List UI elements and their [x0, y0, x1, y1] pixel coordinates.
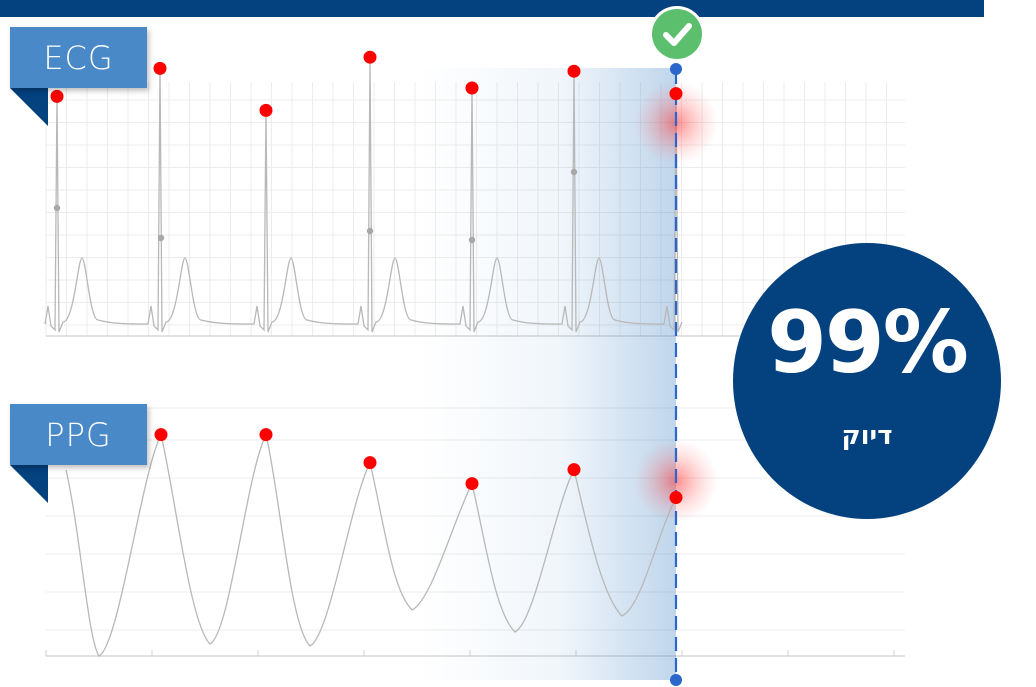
ecg-gray-dot	[570, 168, 578, 176]
ecg-label-fold	[10, 88, 48, 126]
ppg-peak-marker	[669, 491, 683, 505]
ppg-peak-marker	[259, 428, 273, 442]
ecg-gray-dot	[53, 204, 61, 212]
ecg-gray-dot	[468, 236, 476, 244]
ecg-peak-marker	[567, 64, 581, 78]
ecg-peak-markers	[50, 50, 683, 117]
ppg-label-fold	[10, 465, 48, 503]
ecg-gray-dot	[366, 227, 374, 235]
ppg-trace	[65, 432, 677, 657]
sweep-highlight	[420, 68, 676, 680]
time-cursor-top-handle[interactable]	[670, 63, 682, 75]
ecg-peak-marker	[153, 61, 167, 75]
ecg-peak-marker	[50, 89, 64, 103]
time-cursor-bottom-handle[interactable]	[670, 674, 682, 686]
accuracy-label: דיוק	[841, 421, 893, 451]
ppg-peak-marker	[363, 456, 377, 470]
ecg-peak-marker	[363, 50, 377, 64]
ecg-peak-marker	[259, 103, 273, 117]
ecg-gray-dots	[53, 168, 578, 244]
accuracy-value: 99%	[767, 293, 969, 393]
ppg-peak-marker	[465, 477, 479, 491]
top-bar	[0, 0, 984, 17]
ppg-peak-marker	[154, 428, 168, 442]
ecg-gray-dot	[157, 234, 165, 242]
check-circle-icon	[663, 23, 692, 46]
check-badge	[652, 9, 702, 59]
ecg-label: ECG	[10, 27, 147, 88]
ecg-peak-marker	[669, 87, 683, 101]
ecg-trace	[44, 57, 683, 333]
ppg-label: PPG	[10, 404, 147, 465]
ppg-peak-markers	[154, 428, 683, 505]
ecg-peak-marker	[465, 81, 479, 95]
accuracy-circle: 99% דיוק	[733, 243, 1001, 519]
ppg-peak-marker	[567, 463, 581, 477]
